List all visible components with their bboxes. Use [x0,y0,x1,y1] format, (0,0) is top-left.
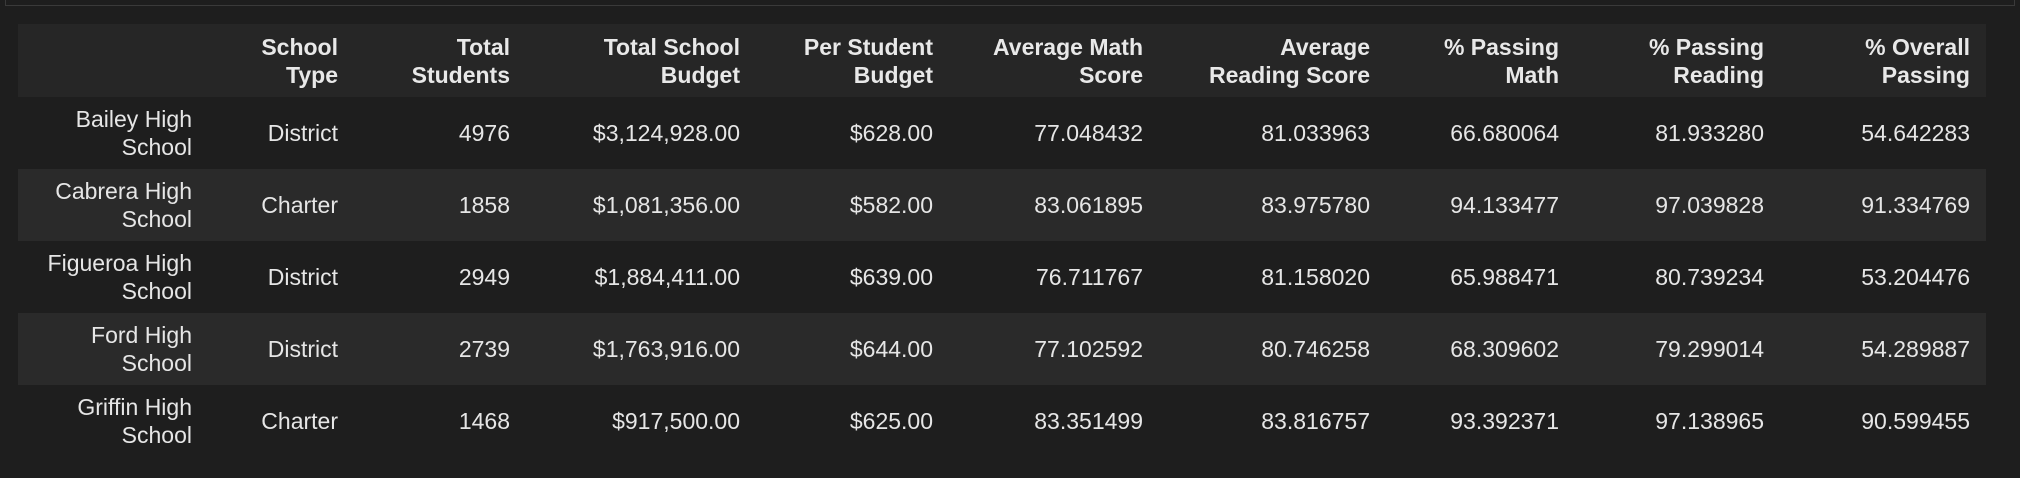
cell-passing-reading: 97.138965 [1655,408,1764,434]
cell-per-student-budget: $582.00 [849,192,933,218]
column-header-passing-math: % Passing Math [1386,24,1575,97]
cell-school-type: District [267,336,338,362]
table-row: Figueroa High School District 2949 $1,88… [18,241,1986,313]
cell-total-students: 2949 [458,264,510,290]
cell-per-student-budget: $628.00 [849,120,933,146]
cell-average-reading-score: 80.746258 [1261,336,1370,362]
cell-overall-passing: 54.642283 [1861,120,1970,146]
cell-passing-math: 66.680064 [1450,120,1559,146]
index-header [18,24,208,97]
row-index-school-name: Cabrera High School [55,178,192,232]
column-header-per-student-budget: Per Student Budget [756,24,949,97]
cell-passing-math: 65.988471 [1450,264,1559,290]
cell-average-reading-score: 81.033963 [1261,120,1370,146]
cell-average-math-score: 83.061895 [1034,192,1143,218]
row-index-school-name: Griffin High School [77,394,192,448]
cell-overall-passing: 90.599455 [1861,408,1970,434]
cell-average-math-score: 77.102592 [1034,336,1143,362]
cell-average-reading-score: 83.816757 [1261,408,1370,434]
cell-school-type: Charter [261,408,338,434]
row-index-school-name: Bailey High School [75,106,192,160]
cell-passing-reading: 81.933280 [1655,120,1764,146]
cell-overall-passing: 54.289887 [1861,336,1970,362]
cell-average-reading-score: 83.975780 [1261,192,1370,218]
cell-passing-math: 93.392371 [1450,408,1559,434]
cell-passing-reading: 79.299014 [1655,336,1764,362]
cell-overall-passing: 91.334769 [1861,192,1970,218]
cell-school-type: Charter [261,192,338,218]
column-header-passing-reading: % Passing Reading [1575,24,1780,97]
cell-output-area: School Type Total Students Total School … [18,24,1986,457]
table-row: Bailey High School District 4976 $3,124,… [18,97,1986,169]
cell-average-reading-score: 81.158020 [1261,264,1370,290]
table-row: Griffin High School Charter 1468 $917,50… [18,385,1986,457]
cell-average-math-score: 77.048432 [1034,120,1143,146]
cell-total-students: 1468 [458,408,510,434]
row-index-school-name: Figueroa High School [47,250,192,304]
cell-average-math-score: 76.711767 [1035,264,1143,290]
cell-passing-reading: 97.039828 [1655,192,1764,218]
cell-school-type: District [267,264,338,290]
cell-per-student-budget: $639.00 [849,264,933,290]
column-header-average-math-score: Average Math Score [949,24,1159,97]
column-header-total-school-budget: Total School Budget [526,24,756,97]
cell-passing-reading: 80.739234 [1655,264,1764,290]
cell-overall-passing: 53.204476 [1861,264,1970,290]
cell-total-school-budget: $917,500.00 [612,408,740,434]
cell-total-school-budget: $3,124,928.00 [592,120,740,146]
cell-passing-math: 68.309602 [1450,336,1559,362]
column-header-total-students: Total Students [354,24,526,97]
row-index-school-name: Ford High School [91,322,192,376]
cell-total-students: 2739 [458,336,510,362]
previous-cell-border [5,0,2015,6]
cell-total-school-budget: $1,884,411.00 [594,264,740,290]
cell-total-students: 4976 [458,120,510,146]
cell-school-type: District [267,120,338,146]
table-row: Ford High School District 2739 $1,763,91… [18,313,1986,385]
cell-total-students: 1858 [458,192,510,218]
column-header-average-reading-score: Average Reading Score [1159,24,1386,97]
cell-passing-math: 94.133477 [1450,192,1559,218]
cell-total-school-budget: $1,081,356.00 [592,192,740,218]
column-header-school-type: School Type [208,24,354,97]
column-header-overall-passing: % Overall Passing [1780,24,1986,97]
cell-per-student-budget: $625.00 [849,408,933,434]
school-summary-table: School Type Total Students Total School … [18,24,1986,457]
cell-per-student-budget: $644.00 [849,336,933,362]
table-row: Cabrera High School Charter 1858 $1,081,… [18,169,1986,241]
cell-total-school-budget: $1,763,916.00 [592,336,740,362]
cell-average-math-score: 83.351499 [1034,408,1143,434]
table-header-row: School Type Total Students Total School … [18,24,1986,97]
